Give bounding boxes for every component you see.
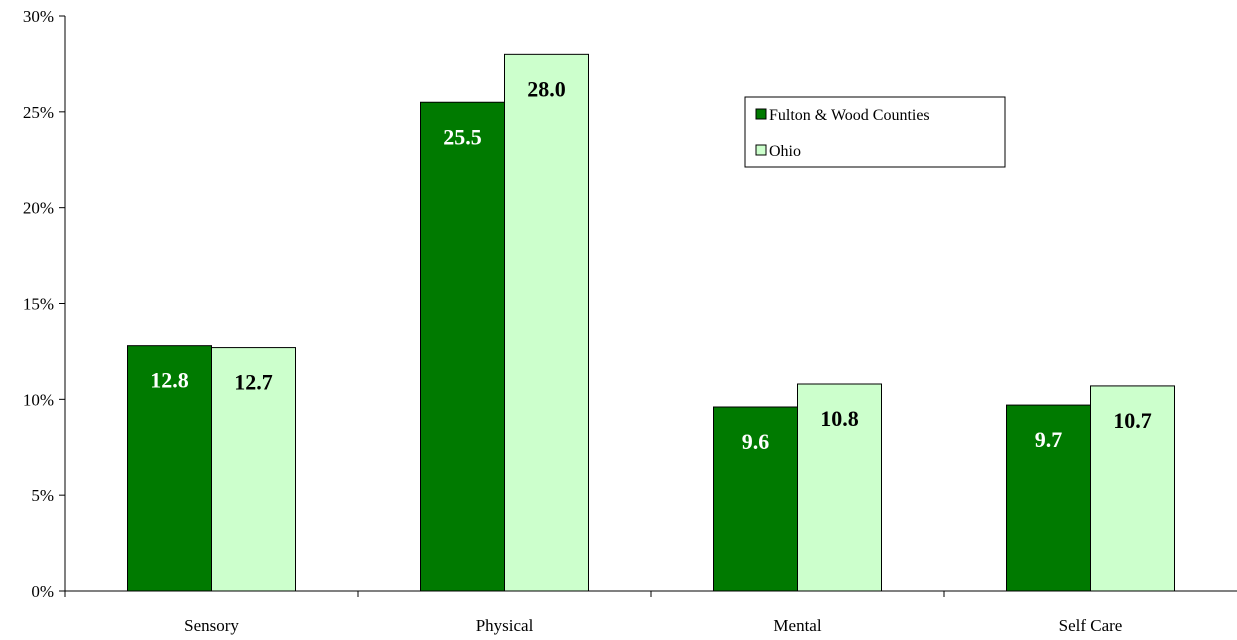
y-tick-label: 0% [31, 582, 54, 601]
x-tick-label: Physical [476, 616, 534, 635]
bar [797, 383, 882, 592]
legend-swatch-ohio [755, 144, 767, 156]
y-tick-label: 20% [23, 199, 54, 218]
data-label: 25.5 [443, 124, 482, 149]
value-labels: 12.8 25.5 9.6 9.7 12.7 28.0 10.8 10.7 [150, 76, 1152, 454]
bar [211, 347, 296, 592]
legend: Fulton & Wood Counties Ohio [744, 96, 1006, 168]
bar [420, 101, 505, 592]
legend-swatch-fulton-wood [755, 108, 767, 120]
data-label: 12.7 [234, 370, 273, 395]
bar [1006, 404, 1091, 592]
data-label: 10.8 [820, 406, 859, 431]
y-tick-label: 25% [23, 103, 54, 122]
x-tick-label: Sensory [184, 616, 239, 635]
y-tick-label: 5% [31, 486, 54, 505]
bar [1090, 385, 1175, 592]
x-tick-label: Self Care [1059, 616, 1123, 635]
data-label: 9.6 [742, 429, 770, 454]
y-tick-label: 15% [23, 295, 54, 314]
legend-label-fulton-wood: Fulton & Wood Counties [769, 107, 930, 124]
data-label: 9.7 [1035, 427, 1063, 452]
legend-box [744, 96, 1006, 168]
x-tick-label: Mental [773, 616, 821, 635]
legend-label-ohio: Ohio [769, 143, 801, 160]
bars [127, 53, 1175, 592]
bar [504, 53, 589, 592]
data-label: 12.8 [150, 368, 189, 393]
y-tick-label: 10% [23, 390, 54, 409]
y-tick-label: 30% [23, 7, 54, 26]
data-label: 10.7 [1113, 408, 1152, 433]
data-label: 28.0 [527, 76, 566, 101]
bar [713, 406, 798, 592]
bar [127, 345, 212, 592]
